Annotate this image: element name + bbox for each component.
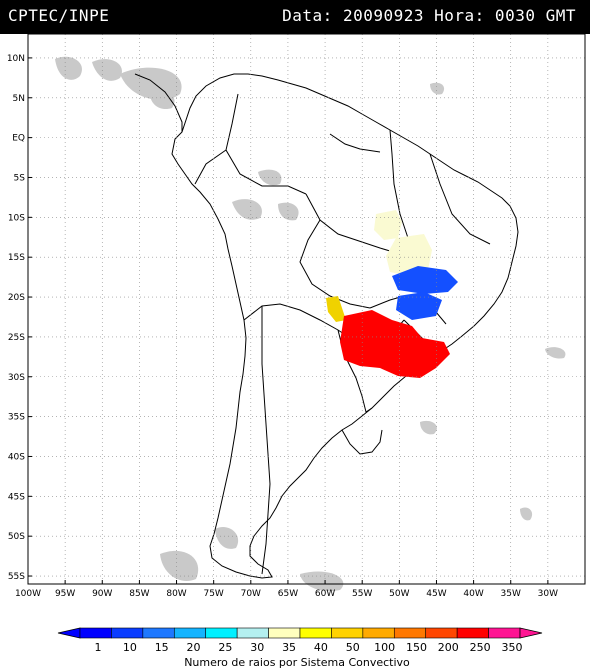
lat-tick-label: 15S xyxy=(8,253,25,263)
date-time-label: Data: 20090923 Hora: 0030 GMT xyxy=(282,6,576,25)
colorbar-segments xyxy=(57,627,543,639)
colorbar-segment xyxy=(331,627,364,639)
lat-tick-label: 30S xyxy=(8,373,25,383)
lat-tick-label: 35S xyxy=(8,413,25,423)
colorbar-label: 1 xyxy=(95,641,102,654)
storm-system-4 xyxy=(396,292,442,320)
lat-tick-label: 10S xyxy=(8,213,25,223)
colorbar-label: 15 xyxy=(155,641,169,654)
colorbar-label: 10 xyxy=(123,641,137,654)
lat-tick-label: 25S xyxy=(8,333,25,343)
lon-tick-label: 50W xyxy=(389,589,409,599)
lat-tick-label: EQ xyxy=(12,134,25,144)
colorbar-label: 40 xyxy=(314,641,328,654)
colorbar-arrow-left xyxy=(57,627,81,639)
lon-tick-label: 95W xyxy=(55,589,75,599)
colorbar-segment xyxy=(456,627,489,639)
lat-tick-label: 55S xyxy=(8,572,25,582)
colorbar-label: 30 xyxy=(250,641,264,654)
lon-tick-label: 60W xyxy=(315,589,335,599)
colorbar-segment xyxy=(173,627,207,639)
colorbar-segment xyxy=(268,627,301,639)
colorbar-segment xyxy=(299,627,332,639)
lon-tick-label: 80W xyxy=(166,589,186,599)
colorbar-label: 35 xyxy=(282,641,296,654)
lon-tick-label: 65W xyxy=(278,589,298,599)
colorbar-segment xyxy=(488,627,521,639)
title-bar: CPTEC/INPE Data: 20090923 Hora: 0030 GMT xyxy=(0,0,590,34)
lat-tick-label: 40S xyxy=(8,452,25,462)
storm-system-6 xyxy=(340,310,450,378)
graticule xyxy=(27,34,585,584)
lon-tick-label: 45W xyxy=(426,589,446,599)
lon-tick-label: 90W xyxy=(92,589,112,599)
longitude-ticks: 100W 95W 90W 85W 80W 75W 70W 65W 60W 55W 50W 45W 40W… xyxy=(15,580,558,599)
colorbar: 1 10 15 20 25 30 35 40 50 100 150 200 250 350 Numero … xyxy=(57,627,543,669)
storm-system-5 xyxy=(326,296,346,322)
institution-label: CPTEC/INPE xyxy=(8,6,110,25)
lat-tick-label: 45S xyxy=(8,492,25,502)
colorbar-label: 20 xyxy=(187,641,201,654)
lon-tick-label: 100W xyxy=(15,589,41,599)
lon-tick-label: 40W xyxy=(463,589,483,599)
lon-tick-label: 70W xyxy=(241,589,261,599)
colorbar-label: 250 xyxy=(470,641,491,654)
map-frame xyxy=(27,34,586,585)
colorbar-label: 350 xyxy=(502,641,523,654)
cloud-cover xyxy=(55,56,566,592)
colorbar-arrow-right xyxy=(519,627,543,639)
colorbar-segment xyxy=(205,627,238,639)
colorbar-segment xyxy=(79,627,112,639)
colorbar-segment xyxy=(425,627,458,639)
lightning-map: 10N5NEQ5S10S15S20S25S30S35S40S45S50S55S … xyxy=(7,34,586,599)
colorbar-segment xyxy=(111,627,144,639)
colorbar-segment xyxy=(142,627,175,639)
colorbar-labels: 1 10 15 20 25 30 35 40 50 100 150 200 250 350 xyxy=(95,641,523,654)
lat-tick-label: 20S xyxy=(8,293,25,303)
lat-tick-label: 5S xyxy=(14,173,26,183)
latitude-ticks: 10N 5N EQ 5S 10S 15S 20S 25S 30S 35S 40S 45S 50S 55S xyxy=(7,54,32,582)
storm-system-3 xyxy=(392,266,458,294)
colorbar-segment xyxy=(393,627,427,639)
lat-tick-label: 50S xyxy=(8,532,25,542)
colorbar-segment xyxy=(362,627,395,639)
lon-tick-label: 55W xyxy=(352,589,372,599)
colorbar-label: 200 xyxy=(438,641,459,654)
colorbar-caption: Numero de raios por Sistema Convectivo xyxy=(184,656,410,669)
colorbar-segment xyxy=(236,627,269,639)
lightning-systems xyxy=(326,210,458,378)
storm-system-2 xyxy=(386,234,432,276)
map-background xyxy=(28,34,585,584)
colorbar-label: 25 xyxy=(218,641,232,654)
colorbar-label: 100 xyxy=(374,641,395,654)
colorbar-label: 50 xyxy=(346,641,360,654)
lat-tick-label: 5N xyxy=(13,94,25,104)
lon-tick-label: 35W xyxy=(501,589,521,599)
lon-tick-label: 30W xyxy=(538,589,558,599)
lon-tick-label: 85W xyxy=(129,589,149,599)
lon-tick-label: 75W xyxy=(203,589,223,599)
lat-tick-label: 10N xyxy=(7,54,25,64)
colorbar-label: 150 xyxy=(406,641,427,654)
